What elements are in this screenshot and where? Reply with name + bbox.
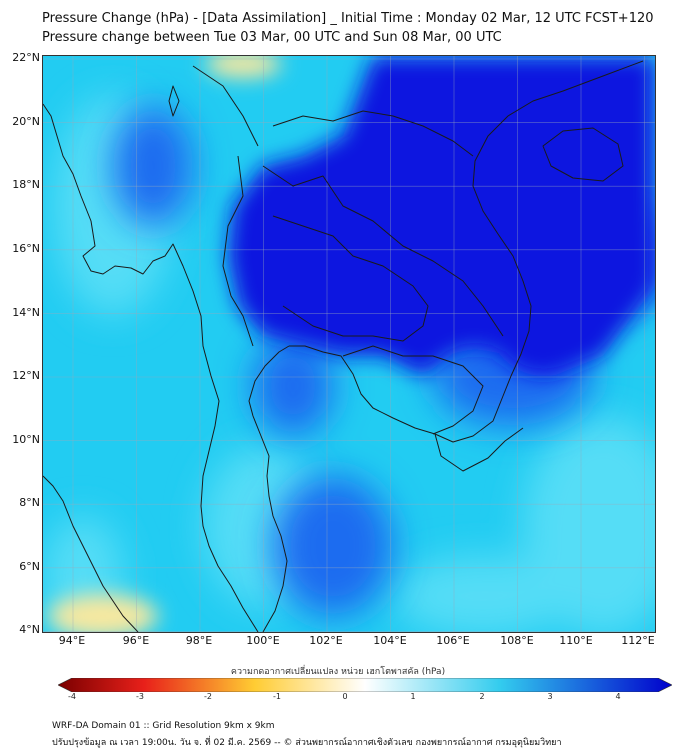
negative-change-spots	[48, 56, 281, 632]
colorbar-tick: -1	[273, 692, 281, 701]
colorbar-tick: 0	[342, 692, 348, 701]
colorbar-gradient	[58, 678, 672, 692]
lat-label: 18°N	[12, 178, 40, 191]
colorbar-tick: 4	[615, 692, 621, 701]
lon-label: 102°E	[309, 634, 343, 647]
colorbar-caption: ความกดอากาศเปลี่ยนแปลง หน่วย เฮกโตพาสคัล…	[230, 667, 446, 677]
graticule	[43, 56, 655, 632]
lon-label: 94°E	[58, 634, 86, 647]
lon-label: 112°E	[621, 634, 655, 647]
colorbar-tick: -4	[68, 692, 76, 701]
coastline-cambodia-south	[434, 427, 524, 472]
lat-label: 10°N	[12, 433, 40, 446]
map-subtitle: Pressure change between Tue 03 Mar, 00 U…	[42, 30, 502, 45]
colorbar-tick: 1	[410, 692, 416, 701]
coastline-gulf-west	[248, 345, 290, 632]
lat-label: 8°N	[19, 496, 40, 509]
model-info: WRF-DA Domain 01 :: Grid Resolution 9km …	[52, 721, 275, 731]
update-info: ปรับปรุงข้อมูล ณ เวลา 19:00น. วัน จ. ที่…	[52, 738, 562, 748]
lat-label: 14°N	[12, 306, 40, 319]
lat-label: 4°N	[19, 623, 40, 636]
colorbar-tick: -2	[204, 692, 212, 701]
lat-label: 20°N	[12, 115, 40, 128]
lon-label: 106°E	[436, 634, 470, 647]
coastline-hainan	[542, 127, 624, 182]
lat-label: 16°N	[12, 242, 40, 255]
coastline-myanmar-west	[43, 103, 259, 632]
map-canvas	[43, 56, 655, 632]
deep-field-layer	[228, 56, 655, 376]
coastline-vietnam	[434, 60, 644, 443]
coastline-gulf-north	[289, 345, 436, 435]
lon-label: 98°E	[185, 634, 213, 647]
border-thai-laos	[272, 215, 429, 342]
border-china-north	[272, 110, 474, 157]
map-title: Pressure Change (hPa) - [Data Assimilati…	[42, 11, 654, 26]
colorbar-tick: -3	[136, 692, 144, 701]
lon-label: 110°E	[559, 634, 593, 647]
colorbar	[58, 678, 672, 692]
border-cambodia	[342, 345, 484, 435]
lon-label: 100°E	[246, 634, 280, 647]
andaman-island	[168, 85, 180, 117]
colorbar-tick: 2	[479, 692, 485, 701]
lon-label: 96°E	[122, 634, 150, 647]
lon-label: 108°E	[500, 634, 534, 647]
lat-label: 22°N	[12, 51, 40, 64]
coastlines	[43, 60, 644, 632]
colorbar-tick: 3	[547, 692, 553, 701]
border-thai-myanmar	[222, 155, 254, 347]
border-myanmar-east	[192, 65, 259, 147]
lon-label: 104°E	[373, 634, 407, 647]
sumatra-coast	[43, 475, 139, 632]
lat-label: 6°N	[19, 560, 40, 573]
pressure-change-map	[42, 55, 656, 633]
border-laos	[262, 165, 504, 337]
lat-label: 12°N	[12, 369, 40, 382]
